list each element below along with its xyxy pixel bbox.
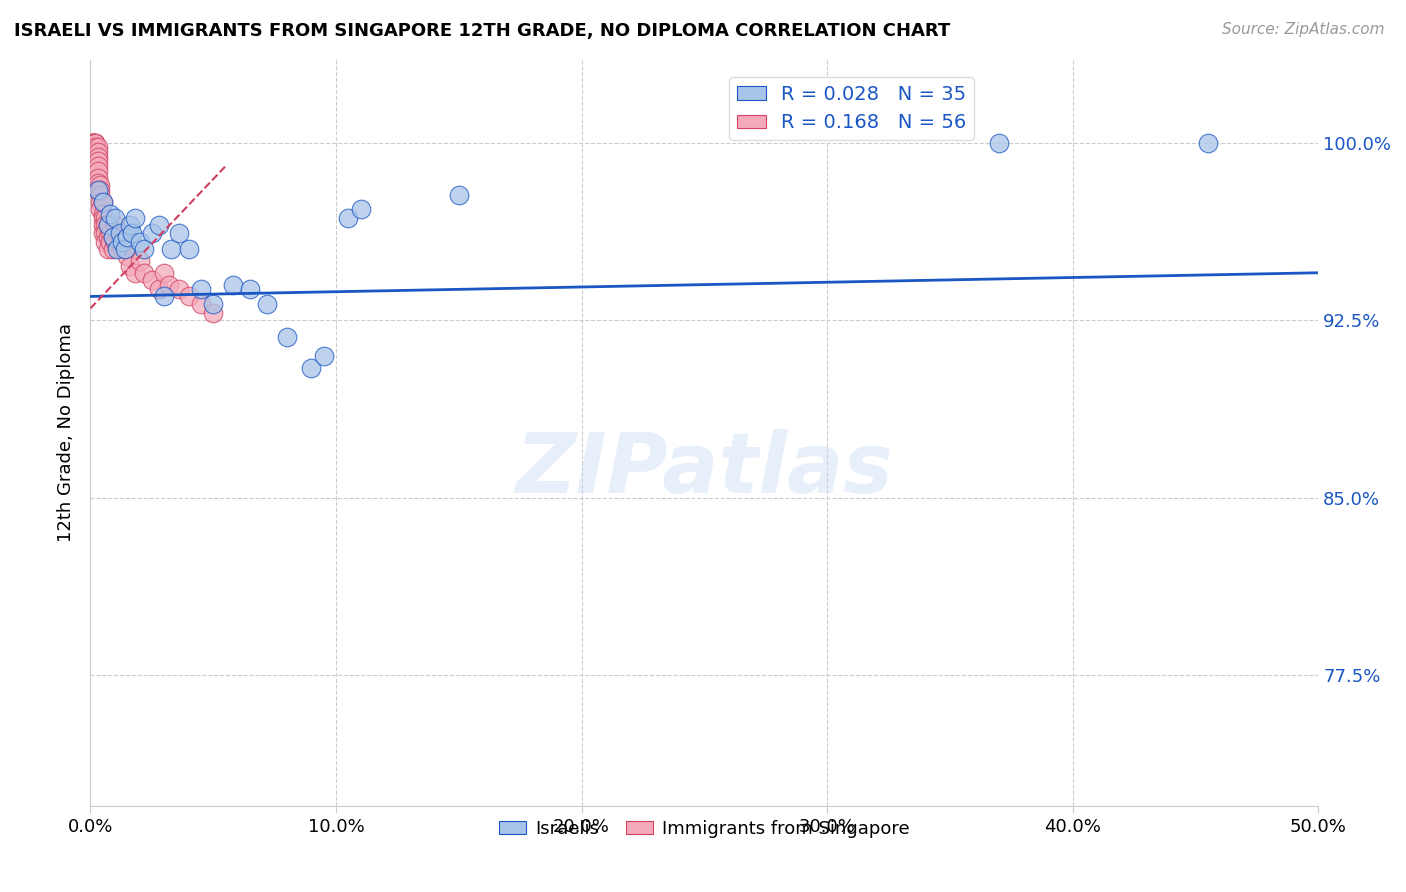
Point	[108, 235, 131, 249]
Point	[89, 187, 111, 202]
Point	[82, 136, 104, 150]
Point	[177, 289, 200, 303]
Point	[239, 282, 262, 296]
Point	[97, 230, 120, 244]
Point	[87, 145, 110, 159]
Point	[87, 140, 110, 154]
Point	[91, 219, 114, 233]
Point	[89, 202, 111, 216]
Point	[87, 176, 110, 190]
Point	[82, 136, 104, 150]
Point	[104, 235, 127, 249]
Point	[94, 226, 117, 240]
Point	[167, 226, 190, 240]
Point	[87, 164, 110, 178]
Point	[157, 277, 180, 292]
Point	[202, 306, 225, 320]
Point	[91, 211, 114, 226]
Point	[107, 242, 129, 256]
Point	[141, 226, 163, 240]
Point	[94, 211, 117, 226]
Point	[84, 136, 107, 150]
Point	[118, 259, 141, 273]
Point	[104, 219, 127, 233]
Point	[101, 230, 124, 244]
Point	[190, 296, 212, 310]
Point	[256, 296, 278, 310]
Point	[276, 329, 298, 343]
Point	[987, 136, 1010, 150]
Point	[202, 296, 225, 310]
Point	[337, 211, 360, 226]
Point	[87, 171, 110, 186]
Point	[82, 136, 104, 150]
Point	[94, 219, 117, 233]
Point	[91, 206, 114, 220]
Point	[87, 159, 110, 173]
Text: ISRAELI VS IMMIGRANTS FROM SINGAPORE 12TH GRADE, NO DIPLOMA CORRELATION CHART: ISRAELI VS IMMIGRANTS FROM SINGAPORE 12T…	[14, 22, 950, 40]
Point	[117, 249, 139, 263]
Point	[167, 282, 190, 296]
Point	[87, 183, 110, 197]
Point	[141, 273, 163, 287]
Point	[98, 206, 121, 220]
Point	[101, 242, 124, 256]
Point	[222, 277, 245, 292]
Point	[82, 136, 104, 150]
Point	[301, 360, 323, 375]
Point	[89, 194, 111, 209]
Legend: Israelis, Immigrants from Singapore: Israelis, Immigrants from Singapore	[492, 813, 917, 846]
Point	[1197, 136, 1219, 150]
Point	[177, 242, 200, 256]
Point	[91, 194, 114, 209]
Point	[447, 187, 470, 202]
Point	[104, 211, 127, 226]
Point	[111, 242, 134, 256]
Point	[91, 226, 114, 240]
Point	[124, 211, 146, 226]
Text: ZIPatlas: ZIPatlas	[516, 429, 893, 510]
Point	[97, 219, 120, 233]
Point	[97, 242, 120, 256]
Point	[128, 254, 150, 268]
Point	[312, 349, 335, 363]
Point	[94, 235, 117, 249]
Point	[97, 219, 120, 233]
Point	[111, 235, 134, 249]
Point	[101, 230, 124, 244]
Point	[349, 202, 371, 216]
Point	[107, 226, 129, 240]
Point	[121, 226, 143, 240]
Point	[148, 282, 170, 296]
Point	[117, 230, 139, 244]
Point	[91, 194, 114, 209]
Point	[128, 235, 150, 249]
Point	[89, 183, 111, 197]
Point	[118, 219, 141, 233]
Point	[87, 154, 110, 169]
Point	[148, 219, 170, 233]
Point	[153, 289, 176, 303]
Point	[114, 242, 136, 256]
Point	[84, 145, 107, 159]
Point	[153, 266, 176, 280]
Point	[84, 140, 107, 154]
Point	[84, 136, 107, 150]
Y-axis label: 12th Grade, No Diploma: 12th Grade, No Diploma	[58, 323, 75, 542]
Text: Source: ZipAtlas.com: Source: ZipAtlas.com	[1222, 22, 1385, 37]
Point	[98, 235, 121, 249]
Point	[134, 242, 156, 256]
Point	[108, 226, 131, 240]
Point	[190, 282, 212, 296]
Point	[124, 266, 146, 280]
Point	[134, 266, 156, 280]
Point	[98, 226, 121, 240]
Point	[160, 242, 183, 256]
Point	[89, 178, 111, 193]
Point	[87, 150, 110, 164]
Point	[84, 136, 107, 150]
